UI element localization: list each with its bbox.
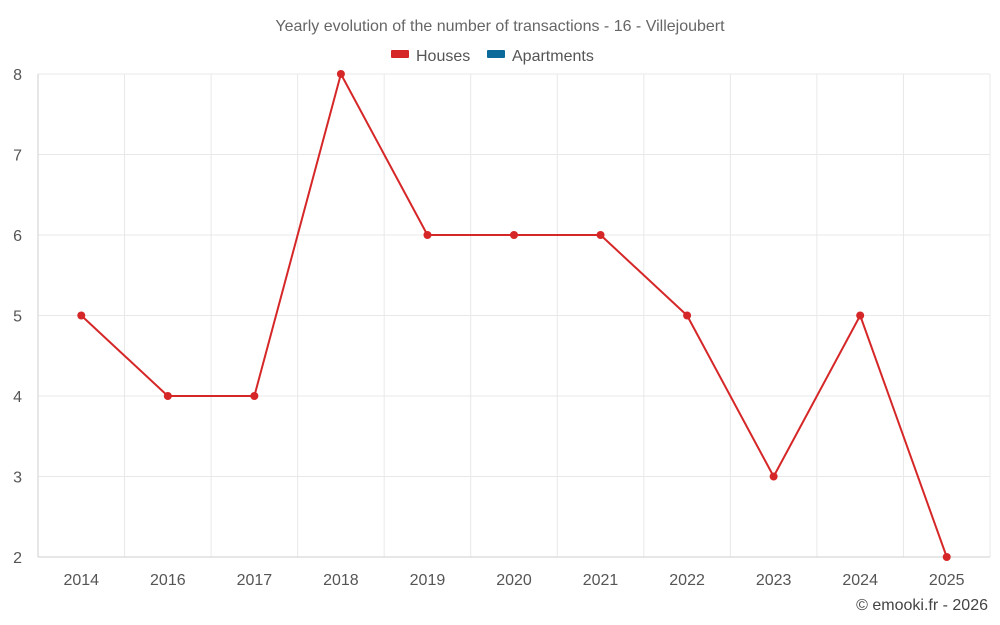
y-tick-label-3: 3 (13, 470, 22, 487)
legend-label-houses: Houses (416, 48, 470, 65)
data-point-houses-2014[interactable] (77, 311, 86, 320)
credit-text: © emooki.fr - 2026 (856, 597, 988, 614)
legend-label-apartments: Apartments (512, 48, 594, 65)
data-point-houses-2024[interactable] (856, 311, 865, 320)
data-point-houses-2017[interactable] (250, 392, 259, 400)
x-tick-label-2018: 2018 (323, 572, 359, 589)
legend: Houses Apartments (391, 48, 594, 65)
data-point-houses-2023[interactable] (769, 472, 778, 481)
x-tick-label-2014: 2014 (63, 572, 99, 589)
y-tick-label-4: 4 (13, 389, 22, 406)
legend-item-apartments[interactable]: Apartments (487, 48, 594, 65)
legend-swatch-apartments (487, 50, 505, 58)
y-tick-label-8: 8 (13, 67, 22, 84)
x-tick-label-2022: 2022 (669, 572, 705, 589)
x-tick-label-2025: 2025 (929, 572, 965, 589)
x-tick-label-2017: 2017 (237, 572, 273, 589)
chart-title: Yearly evolution of the number of transa… (275, 18, 725, 35)
x-tick-label-2024: 2024 (842, 572, 878, 589)
y-tick-label-2: 2 (13, 550, 22, 567)
data-point-houses-2021[interactable] (596, 231, 605, 239)
x-tick-label-2019: 2019 (410, 572, 446, 589)
data-point-houses-2022[interactable] (683, 311, 692, 320)
data-point-houses-2018[interactable] (336, 70, 345, 78)
x-tick-label-2023: 2023 (756, 572, 792, 589)
legend-swatch-houses (391, 50, 409, 58)
y-tick-label-5: 5 (13, 309, 22, 326)
series-layer (77, 70, 951, 561)
tick-labels: 2 3 4 5 6 7 8 2014 2016 2017 2018 2019 2020 2021 2022 2… (13, 67, 965, 589)
x-tick-label-2021: 2021 (583, 572, 619, 589)
data-point-houses-2016[interactable] (163, 392, 172, 400)
data-point-houses-2025[interactable] (942, 553, 951, 561)
grid (37, 73, 991, 558)
data-point-houses-2019[interactable] (423, 231, 432, 239)
axes (37, 74, 990, 558)
x-tick-label-2016: 2016 (150, 572, 186, 589)
y-tick-label-7: 7 (13, 148, 22, 165)
y-tick-label-6: 6 (13, 228, 22, 245)
legend-item-houses[interactable]: Houses (391, 48, 470, 65)
x-tick-label-2020: 2020 (496, 572, 532, 589)
data-point-houses-2020[interactable] (510, 231, 518, 239)
